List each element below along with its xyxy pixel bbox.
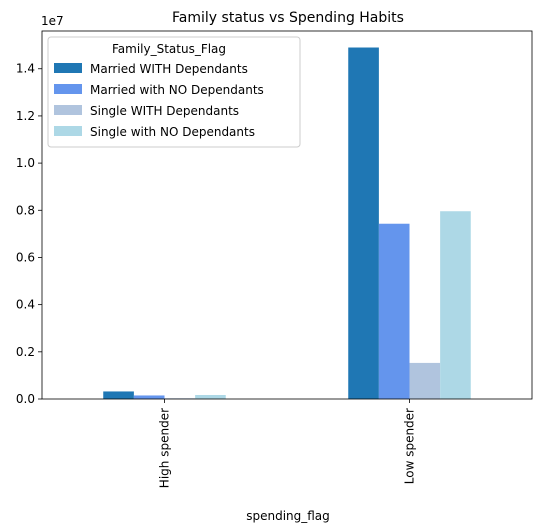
y-tick-label: 0.6 [16, 250, 35, 264]
legend-entry: Single with NO Dependants [90, 125, 255, 139]
legend-entry: Married WITH Dependants [90, 62, 248, 76]
bar [195, 394, 226, 399]
legend-title: Family_Status_Flag [112, 42, 226, 56]
bar [103, 391, 134, 399]
legend-entry: Single WITH Dependants [90, 104, 239, 118]
legend-swatch [54, 63, 82, 73]
y-tick-label: 0.8 [16, 203, 35, 217]
y-tick-label: 1.0 [16, 156, 35, 170]
legend-swatch [54, 126, 82, 136]
y-tick-label: 0.2 [16, 345, 35, 359]
x-tick-label: Low spender [403, 408, 417, 484]
x-tick-label: High spender [158, 408, 172, 488]
y-tick-label: 0.4 [16, 298, 35, 312]
bar [440, 211, 471, 399]
plot-area: 0.0 0.2 0.4 0.6 0.8 1.0 1.2 1.4 High spender Low … [16, 30, 533, 488]
legend-entry: Married with NO Dependants [90, 83, 264, 97]
bar [409, 362, 441, 399]
y-tick-label: 1.2 [16, 109, 35, 123]
y-tick-label: 1.4 [16, 62, 35, 76]
legend-swatch [54, 105, 82, 115]
plot-frame [41, 30, 533, 400]
bar [348, 47, 379, 399]
y-tick-label: 0.0 [16, 392, 35, 406]
bar [133, 395, 165, 399]
x-axis-label: spending_flag [246, 509, 330, 523]
legend-box [47, 36, 301, 148]
chart-title: Family status vs Spending Habits [172, 10, 404, 26]
y-axis-offset-label: 1e7 [41, 14, 64, 28]
legend-swatch [54, 84, 82, 94]
bar [378, 223, 410, 399]
